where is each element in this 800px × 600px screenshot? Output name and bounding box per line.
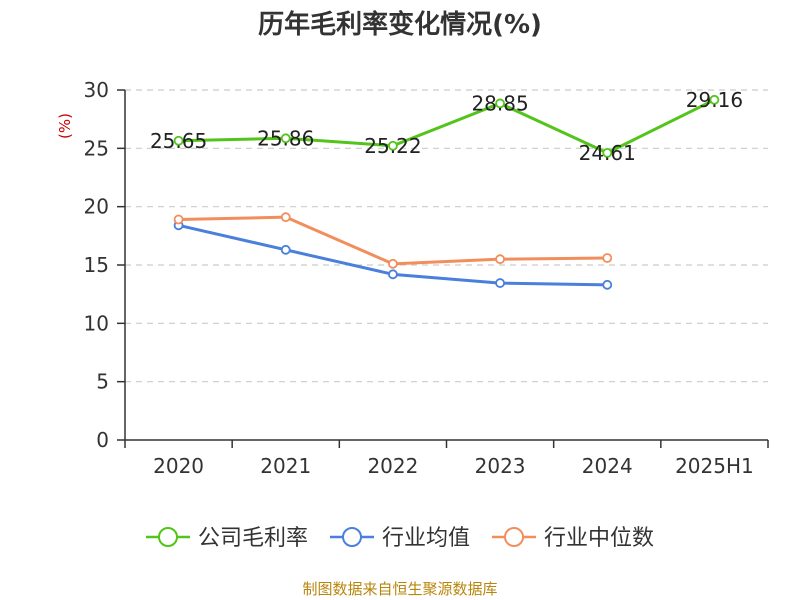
x-tick-label: 2025H1	[675, 454, 754, 478]
data-point	[602, 253, 613, 263]
data-point	[388, 269, 398, 280]
data-label: 29.16	[686, 88, 743, 112]
data-point	[280, 133, 291, 144]
data-label: 25.86	[257, 126, 314, 150]
series-layer	[173, 94, 720, 290]
legend-marker	[342, 527, 362, 547]
legend-marker	[504, 527, 524, 547]
data-label: 24.61	[579, 141, 636, 165]
data-point	[388, 258, 398, 269]
data-point	[495, 254, 505, 265]
y-tick-label: 20	[84, 195, 109, 219]
legend-item[interactable]: 行业中位数	[492, 526, 654, 551]
data-label: 28.85	[471, 91, 528, 115]
y-tick-label: 5	[96, 370, 109, 394]
y-tick-label: 10	[84, 311, 109, 335]
legend-item[interactable]: 公司毛利率	[146, 526, 308, 551]
data-point	[173, 135, 184, 146]
x-tick-label: 2022	[367, 454, 418, 478]
x-tick-label: 2021	[260, 454, 311, 478]
data-point	[709, 94, 720, 105]
legend-label: 公司毛利率	[198, 526, 308, 551]
data-point	[602, 279, 613, 290]
y-tick-label: 0	[96, 428, 109, 452]
legend[interactable]: 公司毛利率 行业均值 行业中位数	[146, 526, 654, 551]
axes: 0 5 10 15 20 25 30 2020 2021 2022 2023 2024 2025H1	[84, 78, 769, 478]
data-label: 25.65	[150, 129, 207, 153]
legend-label: 行业均值	[382, 526, 470, 551]
legend-item[interactable]: 行业均值	[330, 526, 470, 551]
data-point	[602, 147, 613, 158]
y-tick-label: 25	[84, 136, 109, 160]
data-point	[280, 244, 291, 255]
series-line	[178, 98, 716, 155]
data-labels: 25.65 25.86 25.22 28.85 24.61 29.16	[150, 88, 743, 165]
y-tick-label: 15	[84, 253, 109, 277]
data-point	[173, 214, 184, 225]
y-axis-unit: (%)	[56, 113, 74, 139]
x-tick-label: 2023	[475, 454, 526, 478]
data-label: 25.22	[364, 134, 421, 158]
y-tick-label: 30	[84, 78, 109, 102]
data-point	[280, 212, 291, 223]
source-note: 制图数据来自恒生聚源数据库	[302, 580, 497, 598]
data-point	[495, 278, 505, 288]
x-tick-label: 2020	[153, 454, 204, 478]
x-tick-label: 2024	[582, 454, 633, 478]
legend-label: 行业中位数	[544, 526, 654, 551]
chart-title: 历年毛利率变化情况(%)	[258, 9, 542, 40]
data-point	[388, 140, 398, 151]
data-point	[495, 98, 505, 109]
grid-lines	[125, 89, 768, 383]
legend-marker	[158, 527, 178, 547]
